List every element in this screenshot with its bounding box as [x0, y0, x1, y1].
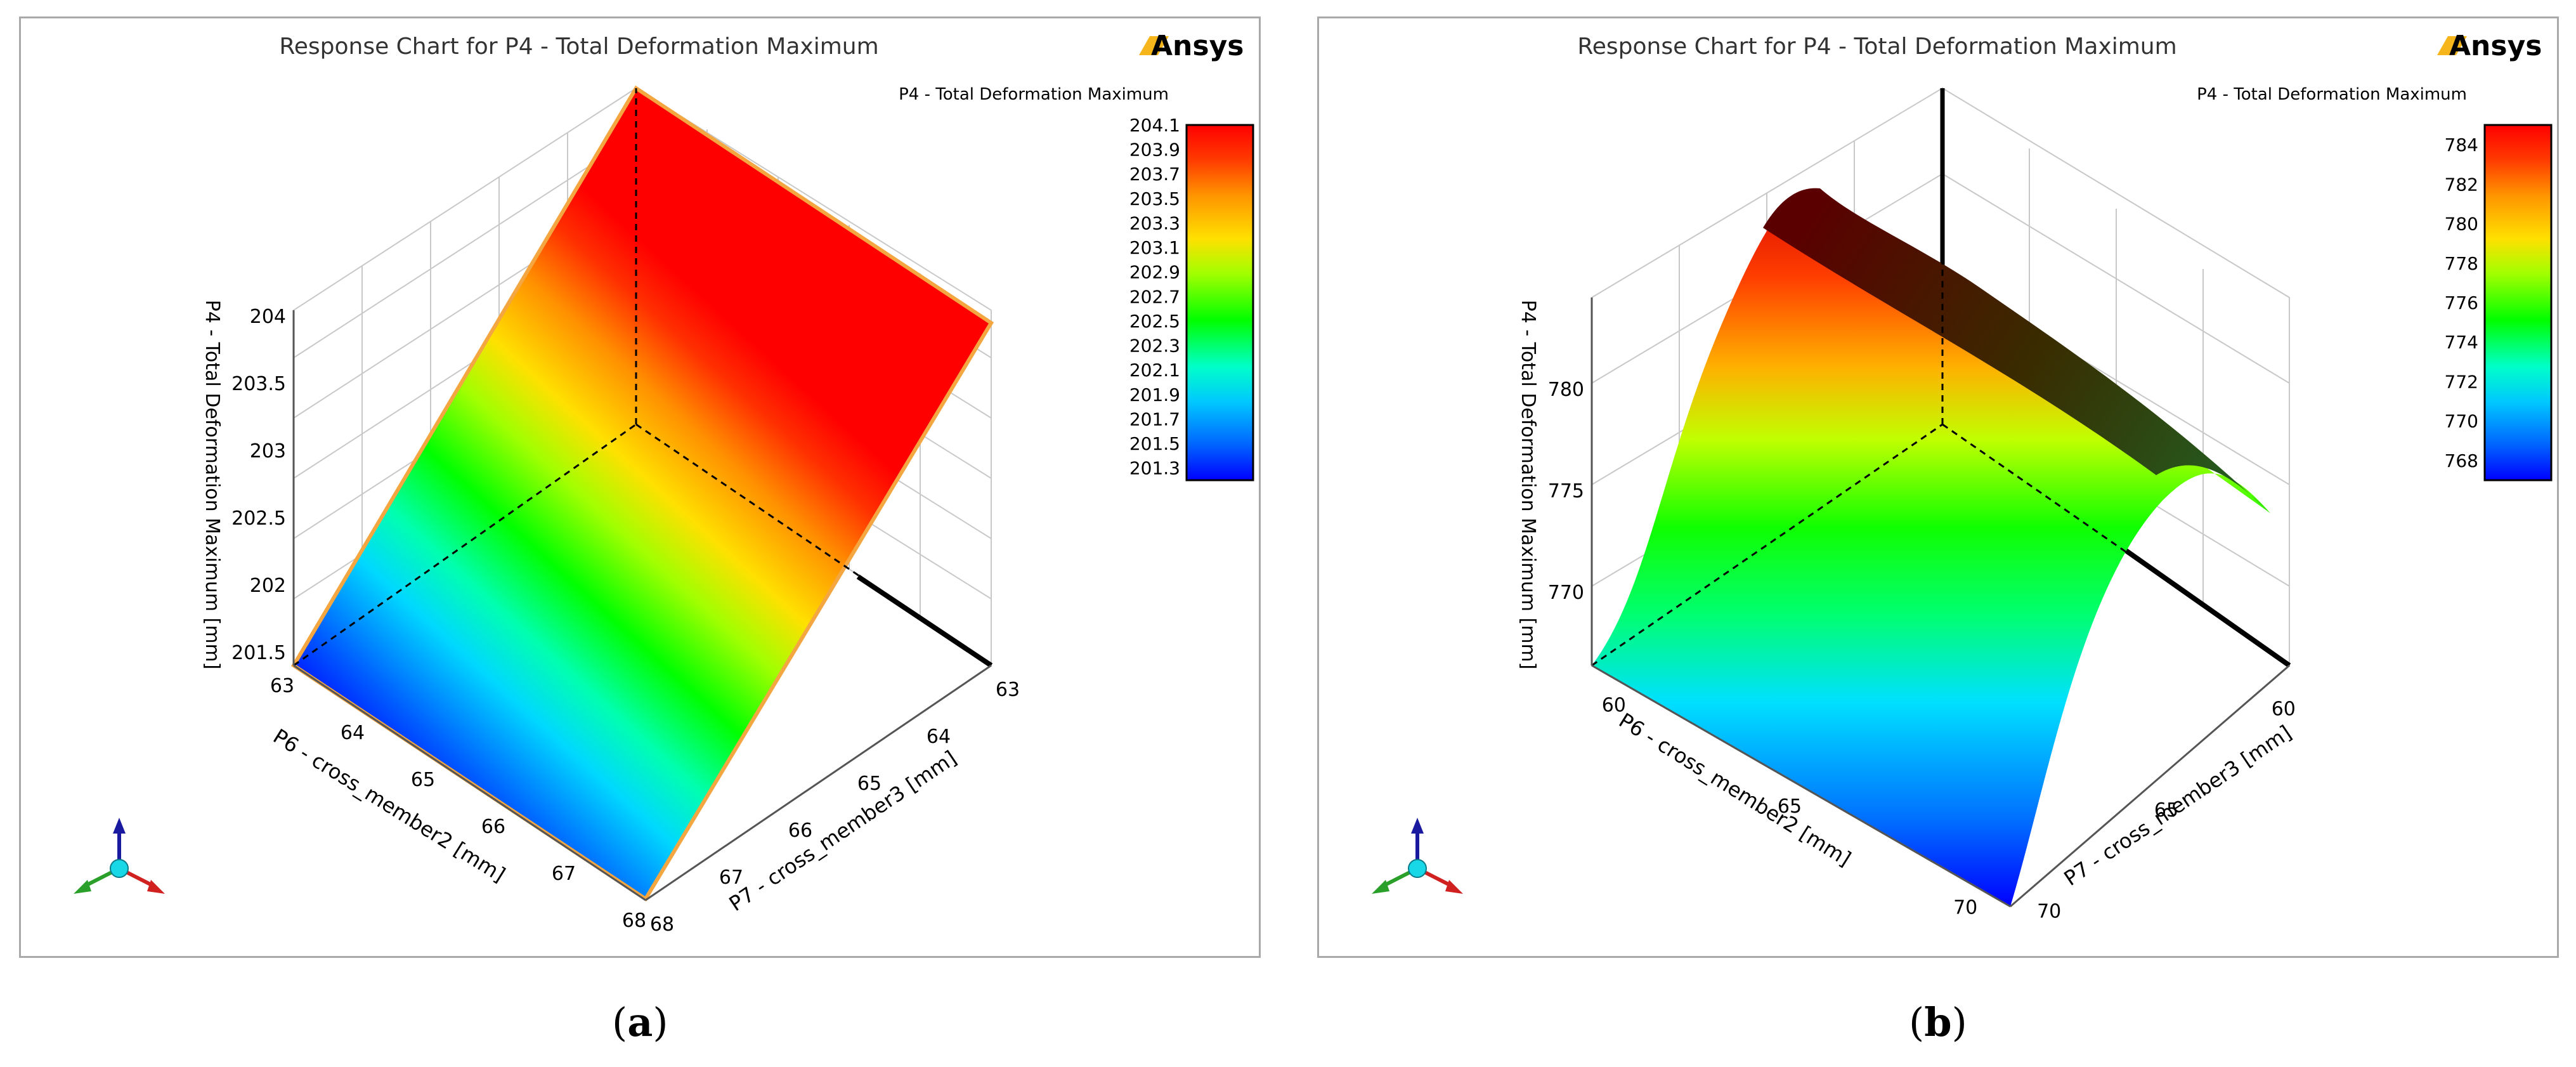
legend-tick-label: 784 [2445, 134, 2478, 155]
x-tick-label: 66 [481, 816, 505, 838]
legend-tick-label: 768 [2445, 450, 2478, 471]
ansys-logo: Ansys [2437, 30, 2542, 62]
x-tick-label: 68 [622, 910, 646, 932]
y-ticks: 60 65 70 [2037, 698, 2296, 922]
y-tick-label: 65 [2154, 799, 2178, 822]
legend-tick-label: 770 [2445, 411, 2478, 432]
legend-title: P4 - Total Deformation Maximum [899, 85, 1169, 104]
x-tick-label: 63 [270, 675, 294, 697]
legend-tick-label: 776 [2445, 292, 2478, 313]
caption-b: (b) [1909, 999, 1967, 1045]
y-tick-label: 60 [2272, 698, 2296, 720]
z-tick-label: 775 [1548, 480, 1584, 502]
y-tick-label: 64 [927, 726, 951, 748]
caption-b-letter: b [1924, 999, 1952, 1045]
y-tick-label: 66 [788, 820, 812, 842]
legend-tick-label: 201.3 [1129, 458, 1180, 479]
legend-tick-label: 202.5 [1129, 311, 1180, 332]
x-tick-label: 65 [411, 769, 435, 791]
chart-b-svg: Response Chart for P4 - Total Deformatio… [1372, 30, 2553, 923]
legend-tick-label: 203.9 [1129, 140, 1180, 160]
z-tick-label: 202 [250, 575, 286, 597]
legend-ticks: 784 782 780 778 776 774 772 770 768 [2445, 134, 2478, 471]
response-surface [1592, 188, 2270, 907]
legend-tick-label: 780 [2445, 214, 2478, 235]
z-tick-label: 770 [1548, 582, 1584, 604]
chart-a-svg: Response Chart for P4 - Total Deformatio… [74, 30, 1254, 936]
y-tick-label: 68 [650, 913, 674, 936]
x-tick-label: 64 [341, 722, 365, 744]
legend-tick-label: 778 [2445, 253, 2478, 274]
hidden-edges [1591, 88, 2290, 667]
z-tick-label: 203.5 [231, 373, 286, 395]
legend-tick-label: 202.9 [1129, 262, 1180, 283]
response-surface-ridge [1763, 188, 2270, 514]
z-ticks: 780 775 770 [1548, 379, 1584, 604]
legend-tick-label: 203.7 [1129, 164, 1180, 185]
z-tick-label: 203 [250, 440, 286, 462]
legend-tick-label: 203.1 [1129, 237, 1180, 258]
chart-panel-b: Response Chart for P4 - Total Deformatio… [1317, 16, 2559, 958]
y-axis-label: P7 - cross_member3 [mm] [2060, 721, 2296, 891]
legend-tick-label: 204.1 [1129, 115, 1180, 136]
y-axis-label: P7 - cross_member3 [mm] [725, 746, 961, 916]
z-axis-label: P4 - Total Deformation Maximum [mm] [1517, 300, 1539, 670]
legend-colorbar [2483, 124, 2553, 481]
legend-tick-label: 202.3 [1129, 336, 1180, 357]
brand-text: Ansys [1151, 30, 1244, 62]
brand-text: Ansys [2449, 30, 2542, 62]
z-tick-label: 201.5 [231, 642, 286, 664]
legend-tick-label: 201.5 [1129, 433, 1180, 454]
chart-title: Response Chart for P4 - Total Deformatio… [279, 34, 878, 60]
z-tick-label: 780 [1548, 379, 1584, 401]
legend-tick-label: 201.9 [1129, 384, 1180, 405]
caption-a-letter: a [627, 999, 653, 1045]
legend-ticks: 204.1 203.9 203.7 203.5 203.3 203.1 202.9 202.7… [1129, 115, 1180, 479]
axis-p7 [645, 664, 992, 901]
axis-p7 [2010, 664, 2290, 908]
z-axis-label: P4 - Total Deformation Maximum [mm] [201, 300, 223, 670]
x-ticks: 60 65 70 [1602, 694, 1978, 919]
y-ticks: 63 64 65 66 67 68 [650, 679, 1020, 936]
x-tick-label: 65 [1778, 795, 1802, 818]
axis-p6 [1591, 664, 2011, 908]
x-ticks: 63 64 65 66 67 68 [270, 675, 646, 932]
z-tick-label: 204 [250, 306, 286, 328]
y-tick-label: 70 [2037, 901, 2061, 923]
legend-tick-label: 201.7 [1129, 409, 1180, 429]
legend-tick-label: 202.7 [1129, 286, 1180, 307]
axis-triad-icon[interactable] [1372, 818, 1463, 894]
axis-triad-icon[interactable] [74, 818, 165, 894]
legend-tick-label: 772 [2445, 371, 2478, 392]
response-surface [290, 85, 994, 902]
legend-tick-label: 203.5 [1129, 188, 1180, 209]
y-tick-label: 65 [857, 773, 881, 795]
legend-colorbar [1185, 124, 1254, 481]
chart-panel-a: Response Chart for P4 - Total Deformatio… [19, 16, 1261, 958]
axis-p6 [293, 664, 646, 901]
legend-tick-label: 203.3 [1129, 213, 1180, 233]
z-tick-label: 202.5 [231, 507, 286, 530]
y-tick-label: 63 [996, 679, 1020, 701]
legend-tick-label: 202.1 [1129, 360, 1180, 381]
legend-title: P4 - Total Deformation Maximum [2197, 85, 2467, 104]
ansys-logo: Ansys [1139, 30, 1244, 62]
legend-tick-label: 774 [2445, 332, 2478, 353]
caption-a: (a) [612, 999, 668, 1045]
x-tick-label: 70 [1953, 897, 1977, 919]
y-tick-label: 67 [719, 867, 743, 889]
x-tick-label: 67 [552, 863, 576, 885]
z-ticks: 204 203.5 203 202.5 202 201.5 [231, 306, 286, 664]
chart-title: Response Chart for P4 - Total Deformatio… [1577, 34, 2176, 60]
x-tick-label: 60 [1602, 694, 1626, 716]
hidden-edges [293, 88, 992, 667]
legend-tick-label: 782 [2445, 174, 2478, 195]
